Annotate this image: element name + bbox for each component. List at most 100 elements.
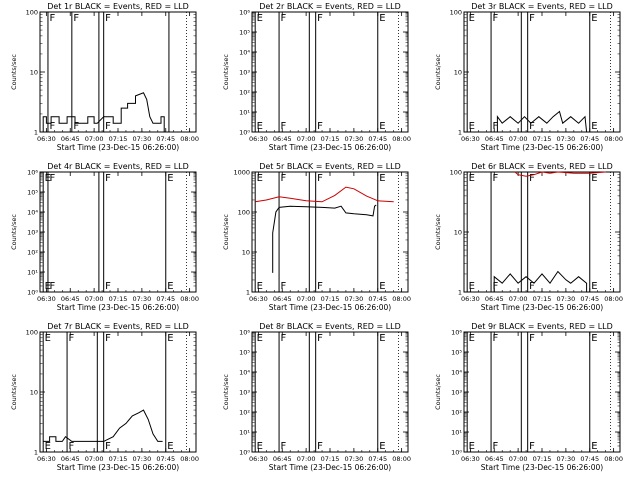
x-axis-label: Start Time (23-Dec-15 06:26:00) <box>269 303 391 312</box>
x-tick-label: 06:30 <box>37 135 56 143</box>
x-tick-label: 08:00 <box>180 455 199 463</box>
marker-label: E <box>469 281 475 292</box>
x-tick-label: 07:00 <box>509 455 528 463</box>
marker-label: F <box>73 121 79 132</box>
marker-label: F <box>105 173 111 184</box>
chart-title: Det 4r BLACK = Events, RED = LLD <box>47 162 189 171</box>
marker-label: F <box>281 121 287 132</box>
y-tick-label: 10⁰ <box>239 129 250 137</box>
x-tick-label: 07:15 <box>109 295 128 303</box>
plot-frame <box>39 11 197 133</box>
marker-label: F <box>493 13 499 24</box>
x-axis-label: Start Time (23-Dec-15 06:26:00) <box>481 303 603 312</box>
marker-label: F <box>281 281 287 292</box>
detector-panel: Det 4r BLACK = Events, RED = LLD 06:30 06:… <box>10 162 199 312</box>
x-tick-label: 08:00 <box>392 135 411 143</box>
x-tick-label: 07:15 <box>533 135 552 143</box>
x-tick-label: 06:30 <box>249 455 268 463</box>
x-tick-label: 07:45 <box>368 455 387 463</box>
y-axis-label: Counts/sec <box>434 54 442 90</box>
x-axis-label: Start Time (23-Dec-15 06:26:00) <box>481 463 603 472</box>
x-tick-label: 06:45 <box>61 135 80 143</box>
y-tick-label: 1000 <box>233 169 250 177</box>
x-axis-label: Start Time (23-Dec-15 06:26:00) <box>57 303 179 312</box>
y-tick-label: 100 <box>450 169 462 177</box>
x-tick-label: 06:45 <box>61 455 80 463</box>
x-axis-label: Start Time (23-Dec-15 06:26:00) <box>481 143 603 152</box>
marker-label: F <box>317 281 323 292</box>
y-tick-label: 10 <box>30 389 38 397</box>
y-tick-label: 10⁶ <box>451 329 462 337</box>
marker-label: E <box>379 13 385 24</box>
y-tick-label: 10 <box>454 69 462 77</box>
y-tick-label: 100 <box>26 329 38 337</box>
x-tick-label: 07:30 <box>133 455 152 463</box>
x-tick-label: 06:30 <box>461 135 480 143</box>
x-axis-label: Start Time (23-Dec-15 06:26:00) <box>269 463 391 472</box>
x-tick-label: 07:30 <box>557 455 576 463</box>
x-tick-label: 07:30 <box>345 455 364 463</box>
x-tick-label: 06:45 <box>485 135 504 143</box>
marker-label: E <box>257 121 263 132</box>
series-line <box>493 270 588 292</box>
y-tick-label: 10⁶ <box>27 169 38 177</box>
marker-label: F <box>529 281 535 292</box>
y-tick-label: 10¹ <box>239 429 250 437</box>
y-tick-label: 10³ <box>239 69 250 77</box>
x-axis-label: Start Time (23-Dec-15 06:26:00) <box>57 463 179 472</box>
marker-label: F <box>105 441 111 452</box>
marker-label: E <box>469 333 475 344</box>
x-tick-label: 07:15 <box>321 295 340 303</box>
x-tick-label: 07:15 <box>533 295 552 303</box>
y-axis-label: Counts/sec <box>222 374 230 410</box>
y-tick-label: 10⁴ <box>27 209 38 217</box>
marker-label: F <box>529 121 535 132</box>
marker-label: E <box>379 441 385 452</box>
x-tick-label: 06:45 <box>61 295 80 303</box>
marker-label: F <box>105 281 111 292</box>
marker-label: E <box>379 173 385 184</box>
marker-label: E <box>591 333 597 344</box>
y-tick-label: 10 <box>30 69 38 77</box>
x-tick-label: 08:00 <box>180 135 199 143</box>
plot-frame <box>251 171 409 293</box>
marker-label: E <box>469 173 475 184</box>
x-tick-label: 07:15 <box>109 455 128 463</box>
marker-label: F <box>49 13 55 24</box>
y-tick-label: 10² <box>27 249 38 257</box>
x-tick-label: 07:45 <box>580 295 599 303</box>
marker-label: E <box>45 441 51 452</box>
y-tick-label: 10⁴ <box>451 369 462 377</box>
x-tick-label: 07:15 <box>321 455 340 463</box>
y-tick-label: 10 <box>454 229 462 237</box>
marker-label: F <box>281 333 287 344</box>
x-tick-label: 07:30 <box>557 135 576 143</box>
chart-title: Det 7r BLACK = Events, RED = LLD <box>47 322 189 331</box>
x-tick-label: 07:30 <box>345 135 364 143</box>
x-tick-label: 08:00 <box>604 135 623 143</box>
y-tick-label: 100 <box>238 209 250 217</box>
marker-label: F <box>49 281 55 292</box>
marker-label: E <box>591 441 597 452</box>
x-axis-label: Start Time (23-Dec-15 06:26:00) <box>57 143 179 152</box>
y-tick-label: 10⁵ <box>239 29 250 37</box>
x-tick-label: 08:00 <box>392 295 411 303</box>
detector-panel: Det 1r BLACK = Events, RED = LLD 06:30 06:… <box>10 2 199 152</box>
marker-label: F <box>49 121 55 132</box>
y-tick-label: 10² <box>239 409 250 417</box>
x-tick-label: 07:45 <box>368 295 387 303</box>
marker-label: E <box>379 281 385 292</box>
y-axis-label: Counts/sec <box>10 54 18 90</box>
x-tick-label: 06:45 <box>273 135 292 143</box>
marker-label: E <box>167 281 173 292</box>
marker-label: E <box>167 441 173 452</box>
marker-label: F <box>105 333 111 344</box>
y-axis-label: Counts/sec <box>222 214 230 250</box>
detector-panel: Det 8r BLACK = Events, RED = LLD 06:30 06:… <box>222 322 411 472</box>
y-tick-label: 1 <box>458 129 462 137</box>
y-tick-label: 10⁵ <box>239 349 250 357</box>
marker-label: E <box>469 13 475 24</box>
y-tick-label: 10⁵ <box>27 189 38 197</box>
marker-label: F <box>529 13 535 24</box>
series-line <box>272 204 377 273</box>
